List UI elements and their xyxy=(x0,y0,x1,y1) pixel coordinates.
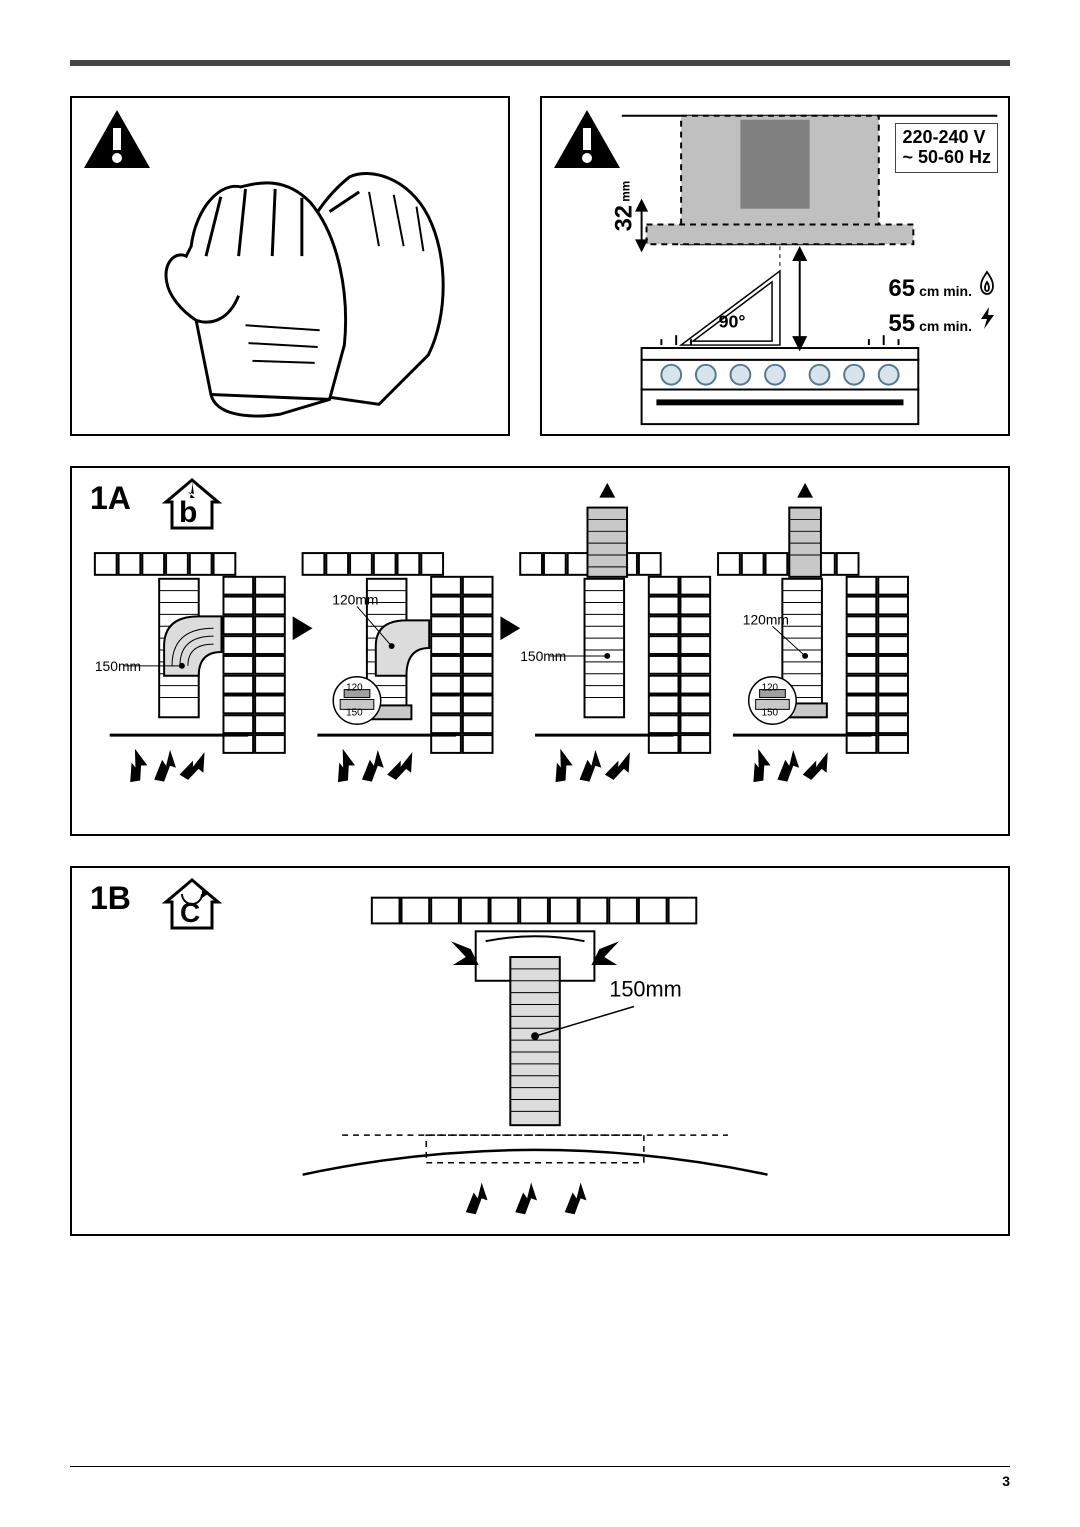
label-1a: 1A xyxy=(90,480,131,517)
top-rule xyxy=(70,60,1010,66)
panel-1b: 1B C xyxy=(70,866,1010,1236)
bottom-rule xyxy=(70,1466,1010,1467)
flame-icon xyxy=(976,270,998,296)
top-row: 220-240 V ~ 50-60 Hz 65 cm min. 55 cm mi… xyxy=(70,96,1010,436)
panel-safety-gloves xyxy=(70,96,510,436)
warning-icon xyxy=(82,108,152,170)
warning-icon xyxy=(552,108,622,170)
manual-page: 220-240 V ~ 50-60 Hz 65 cm min. 55 cm mi… xyxy=(0,0,1080,1527)
clearance-gas: 65 cm min. xyxy=(888,270,998,303)
svg-text:mm: mm xyxy=(619,181,633,202)
clearance-electric: 55 cm min. xyxy=(888,305,998,338)
svg-text:150mm: 150mm xyxy=(609,977,682,1002)
panel-1a: 1A b xyxy=(70,466,1010,836)
panel-install-clearance: 220-240 V ~ 50-60 Hz 65 cm min. 55 cm mi… xyxy=(540,96,1010,436)
svg-text:90°: 90° xyxy=(719,311,746,331)
svg-text:120mm: 120mm xyxy=(743,611,789,627)
svg-text:150: 150 xyxy=(762,707,779,718)
electrical-spec: 220-240 V ~ 50-60 Hz xyxy=(895,123,998,173)
lightning-icon xyxy=(976,305,998,331)
house-extract-icon: b xyxy=(162,476,222,531)
svg-text:150mm: 150mm xyxy=(520,648,566,664)
svg-text:150mm: 150mm xyxy=(95,658,141,674)
clearance-specs: 65 cm min. 55 cm min. xyxy=(888,270,998,340)
svg-text:150: 150 xyxy=(346,707,363,718)
svg-text:120: 120 xyxy=(762,683,779,694)
svg-text:32: 32 xyxy=(612,205,638,231)
label-1b: 1B xyxy=(90,880,131,917)
page-number: 3 xyxy=(1002,1473,1010,1489)
frequency-line: ~ 50-60 Hz xyxy=(902,148,991,168)
voltage-line: 220-240 V xyxy=(902,128,991,148)
house-recirc-icon: C xyxy=(162,876,222,931)
svg-text:b: b xyxy=(179,496,197,529)
svg-text:120: 120 xyxy=(346,683,363,694)
svg-text:120mm: 120mm xyxy=(332,592,378,608)
